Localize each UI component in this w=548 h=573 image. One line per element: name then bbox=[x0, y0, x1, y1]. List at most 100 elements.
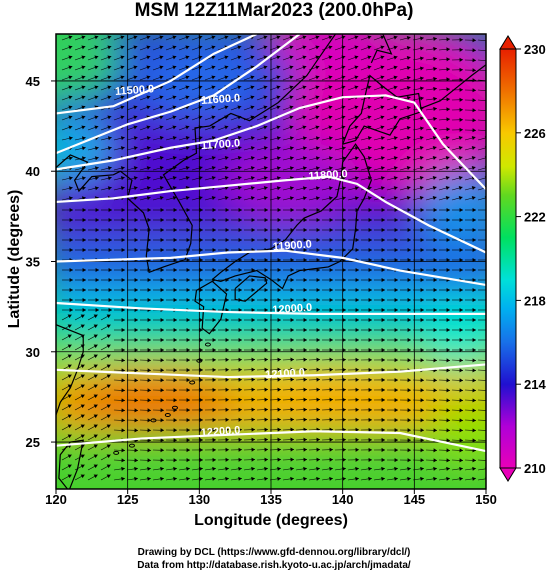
wind-arrowhead bbox=[329, 387, 333, 392]
wind-arrowhead bbox=[120, 176, 125, 181]
coast-island bbox=[189, 380, 196, 385]
wind-arrowhead bbox=[315, 55, 320, 60]
wind-arrowhead bbox=[147, 217, 151, 223]
wind-arrowhead bbox=[121, 267, 125, 273]
wind-arrowhead bbox=[172, 65, 177, 70]
temperature-field bbox=[56, 34, 486, 489]
wind-arrowhead bbox=[446, 77, 450, 82]
wind-arrowhead bbox=[133, 156, 138, 161]
wind-vector bbox=[477, 49, 486, 52]
wind-arrowhead bbox=[328, 146, 333, 151]
y-tick-label: 30 bbox=[26, 345, 40, 360]
wind-arrowhead bbox=[251, 217, 255, 223]
wind-arrowhead bbox=[459, 398, 463, 403]
wind-arrowhead bbox=[263, 136, 268, 141]
wind-arrowhead bbox=[303, 347, 307, 353]
wind-arrowhead bbox=[316, 317, 320, 323]
wind-arrowhead bbox=[342, 417, 346, 422]
wind-arrowhead bbox=[393, 105, 398, 110]
wind-arrowhead bbox=[394, 358, 398, 363]
wind-arrowhead bbox=[458, 195, 463, 200]
wind-arrowhead bbox=[315, 85, 320, 90]
wind-arrowhead bbox=[199, 267, 203, 273]
wind-arrowhead bbox=[147, 287, 151, 293]
wind-arrowhead bbox=[199, 466, 203, 471]
wind-arrowhead bbox=[172, 115, 177, 120]
wind-arrowhead bbox=[433, 86, 437, 91]
wind-arrowhead bbox=[212, 476, 216, 481]
wind-vector bbox=[477, 389, 486, 391]
wind-arrowhead bbox=[147, 337, 151, 343]
wind-arrowhead bbox=[302, 186, 307, 191]
wind-arrowhead bbox=[419, 136, 424, 141]
wind-arrowhead bbox=[329, 317, 333, 323]
wind-arrowhead bbox=[290, 317, 294, 323]
wind-arrowhead bbox=[211, 75, 216, 80]
wind-arrowhead bbox=[160, 237, 164, 243]
wind-arrowhead bbox=[315, 166, 320, 171]
wind-arrowhead bbox=[393, 146, 398, 151]
wind-arrowhead bbox=[446, 476, 450, 481]
wind-arrowhead bbox=[185, 115, 190, 120]
wind-arrowhead bbox=[264, 357, 268, 362]
wind-arrowhead bbox=[290, 476, 294, 481]
wind-arrowhead bbox=[94, 85, 99, 90]
wind-arrowhead bbox=[433, 347, 437, 353]
wind-arrowhead bbox=[420, 388, 424, 393]
wind-arrowhead bbox=[407, 358, 411, 363]
wind-arrowhead bbox=[238, 427, 242, 432]
wind-arrowhead bbox=[224, 65, 229, 70]
wind-arrowhead bbox=[381, 387, 385, 393]
x-tick-label: 145 bbox=[403, 492, 425, 507]
wind-arrowhead bbox=[289, 65, 294, 70]
wind-arrowhead bbox=[251, 277, 255, 283]
wind-arrowhead bbox=[380, 75, 385, 80]
wind-arrowhead bbox=[173, 347, 177, 353]
wind-arrowhead bbox=[328, 166, 333, 171]
wind-arrowhead bbox=[289, 186, 294, 191]
wind-arrowhead bbox=[316, 217, 320, 223]
wind-arrowhead bbox=[94, 35, 99, 40]
coast-island bbox=[204, 342, 211, 347]
wind-arrowhead bbox=[342, 457, 346, 462]
wind-arrowhead bbox=[159, 95, 164, 100]
wind-arrowhead bbox=[315, 95, 320, 100]
wind-arrowhead bbox=[446, 347, 450, 353]
wind-arrowhead bbox=[303, 367, 307, 372]
wind-arrowhead bbox=[147, 327, 151, 333]
wind-arrowhead bbox=[133, 55, 138, 60]
wind-arrowhead bbox=[146, 45, 151, 50]
wind-arrowhead bbox=[446, 466, 450, 471]
wind-arrowhead bbox=[433, 96, 437, 101]
wind-arrowhead bbox=[459, 267, 463, 273]
wind-arrowhead bbox=[316, 267, 320, 273]
wind-arrowhead bbox=[186, 317, 190, 323]
wind-arrowhead bbox=[354, 85, 359, 90]
wind-arrowhead bbox=[472, 368, 476, 373]
wind-arrowhead bbox=[133, 176, 138, 181]
wind-arrowhead bbox=[446, 207, 450, 213]
wind-arrowhead bbox=[160, 277, 164, 283]
wind-arrowhead bbox=[316, 207, 320, 213]
wind-arrowhead bbox=[238, 437, 242, 442]
wind-arrowhead bbox=[120, 85, 125, 90]
wind-arrowhead bbox=[159, 136, 164, 141]
wind-arrowhead bbox=[407, 438, 411, 443]
wind-arrowhead bbox=[354, 166, 359, 171]
wind-arrowhead bbox=[472, 237, 476, 243]
wind-arrowhead bbox=[121, 287, 125, 293]
wind-arrowhead bbox=[329, 417, 333, 422]
wind-arrowhead bbox=[237, 125, 242, 130]
wind-arrowhead bbox=[251, 447, 255, 452]
wind-arrowhead bbox=[277, 397, 281, 402]
wind-arrowhead bbox=[238, 237, 242, 243]
wind-arrowhead bbox=[133, 85, 138, 90]
wind-arrowhead bbox=[107, 115, 112, 120]
wind-arrowhead bbox=[446, 127, 450, 132]
wind-arrowhead bbox=[212, 447, 216, 452]
wind-arrowhead bbox=[342, 317, 346, 323]
wind-vector bbox=[477, 419, 486, 421]
wind-arrowhead bbox=[134, 297, 138, 303]
wind-arrowhead bbox=[121, 237, 125, 243]
wind-arrowhead bbox=[407, 307, 411, 313]
